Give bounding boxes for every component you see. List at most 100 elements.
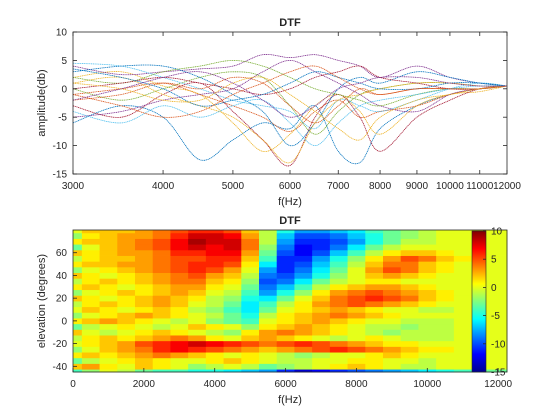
heatmap-cell (73, 323, 83, 330)
heatmap-cell (365, 312, 384, 319)
heatmap-cell (365, 318, 384, 325)
heatmap-cell (81, 306, 100, 313)
heatmap-cell (312, 255, 331, 262)
heatmap-cell (241, 249, 260, 256)
heatmap-y-label: elevation (degrees) (36, 254, 48, 348)
heatmap-cell (418, 289, 437, 296)
heatmap-cell (276, 312, 295, 319)
heatmap-cell (241, 266, 260, 273)
x-tick-label: 2000 (133, 379, 156, 390)
heatmap-cell (312, 266, 331, 273)
heatmap-cell (99, 369, 118, 373)
heatmap-cell (170, 278, 189, 285)
heatmap-cell (312, 323, 331, 330)
heatmap-cell (81, 363, 100, 370)
heatmap-cell (312, 329, 331, 336)
heatmap-cell (259, 230, 278, 234)
heatmap-cell (418, 323, 437, 330)
heatmap-cell (453, 232, 472, 239)
heatmap-title: DTF (279, 215, 301, 227)
heatmap-cell (81, 232, 100, 239)
heatmap-cell (453, 289, 472, 296)
heatmap-cell (188, 335, 207, 342)
heatmap-cell (241, 312, 260, 319)
heatmap-cell (312, 318, 331, 325)
heatmap-cell (276, 255, 295, 262)
heatmap-cell (170, 335, 189, 342)
heatmap-x-ticks: 0 2000 4000 6000 8000 10000 12000 (70, 368, 512, 390)
heatmap-cell (294, 249, 313, 256)
heatmap-cell (241, 352, 260, 359)
heatmap-cell (152, 261, 171, 268)
x-tick-label: 8000 (369, 181, 392, 192)
heatmap-cell (400, 230, 419, 234)
heatmap-cell (347, 283, 366, 291)
heatmap-cell (241, 278, 260, 285)
heatmap-cell (418, 301, 437, 308)
heatmap-cell (453, 312, 472, 319)
heatmap-cell (365, 335, 384, 342)
heatmap-cell (188, 244, 207, 251)
heatmap-cell (241, 232, 260, 239)
heatmap-cell (400, 340, 419, 347)
heatmap-cell (312, 301, 331, 308)
heatmap-cell (383, 249, 402, 256)
heatmap-cell (489, 318, 508, 325)
heatmap-cell (223, 352, 242, 359)
heatmap-cell (259, 318, 278, 325)
heatmap-cell (117, 335, 136, 342)
heatmap-cell (205, 289, 224, 296)
heatmap-cell (489, 238, 508, 245)
heatmap-cell (135, 301, 154, 308)
heatmap-cell (188, 261, 207, 268)
y-tick-label: -5 (58, 113, 67, 124)
heatmap-cell (81, 352, 100, 359)
heatmap-cell (152, 249, 171, 256)
heatmap-cell (135, 283, 154, 291)
heatmap-cell (383, 335, 402, 342)
heatmap-cell (117, 352, 136, 359)
heatmap-cell (241, 301, 260, 308)
heatmap-cell (418, 352, 437, 359)
heatmap-cell (400, 352, 419, 359)
heatmap-cell (135, 249, 154, 256)
heatmap-cell (365, 352, 384, 359)
heatmap-cell (400, 244, 419, 251)
line-chart-plot-area (73, 32, 507, 174)
line-series-6 (73, 62, 507, 130)
heatmap-cell (276, 301, 295, 308)
heatmap-cell (73, 289, 83, 296)
heatmap-cell (241, 272, 260, 279)
heatmap-cell (294, 335, 313, 342)
heatmap-cell (205, 329, 224, 336)
heatmap-cell (223, 340, 242, 347)
heatmap-cell (436, 363, 455, 370)
heatmap-cell (117, 323, 136, 330)
heatmap-cell (436, 318, 455, 325)
heatmap-cell (347, 272, 366, 279)
heatmap-cell (436, 232, 455, 239)
heatmap-cell (436, 301, 455, 308)
heatmap-cell (223, 238, 242, 245)
line-series-13 (73, 85, 507, 147)
heatmap-cell (436, 238, 455, 245)
heatmap-cell (400, 357, 419, 364)
y-tick-label: -20 (53, 339, 68, 350)
heatmap-cell (365, 278, 384, 285)
heatmap-cell (312, 352, 331, 359)
heatmap-cell (365, 289, 384, 296)
heatmap-cell (135, 261, 154, 268)
heatmap-cell (223, 318, 242, 325)
heatmap-cell (223, 323, 242, 330)
heatmap-cell (365, 363, 384, 370)
heatmap-cell (117, 357, 136, 364)
heatmap-cell (99, 232, 118, 239)
heatmap-cell (188, 318, 207, 325)
heatmap-cell (400, 278, 419, 285)
heatmap-cell (294, 312, 313, 319)
heatmap-cell (152, 335, 171, 342)
heatmap-cell (188, 363, 207, 370)
heatmap-cell (259, 352, 278, 359)
heatmap-cell (453, 335, 472, 342)
heatmap-cell (436, 244, 455, 251)
